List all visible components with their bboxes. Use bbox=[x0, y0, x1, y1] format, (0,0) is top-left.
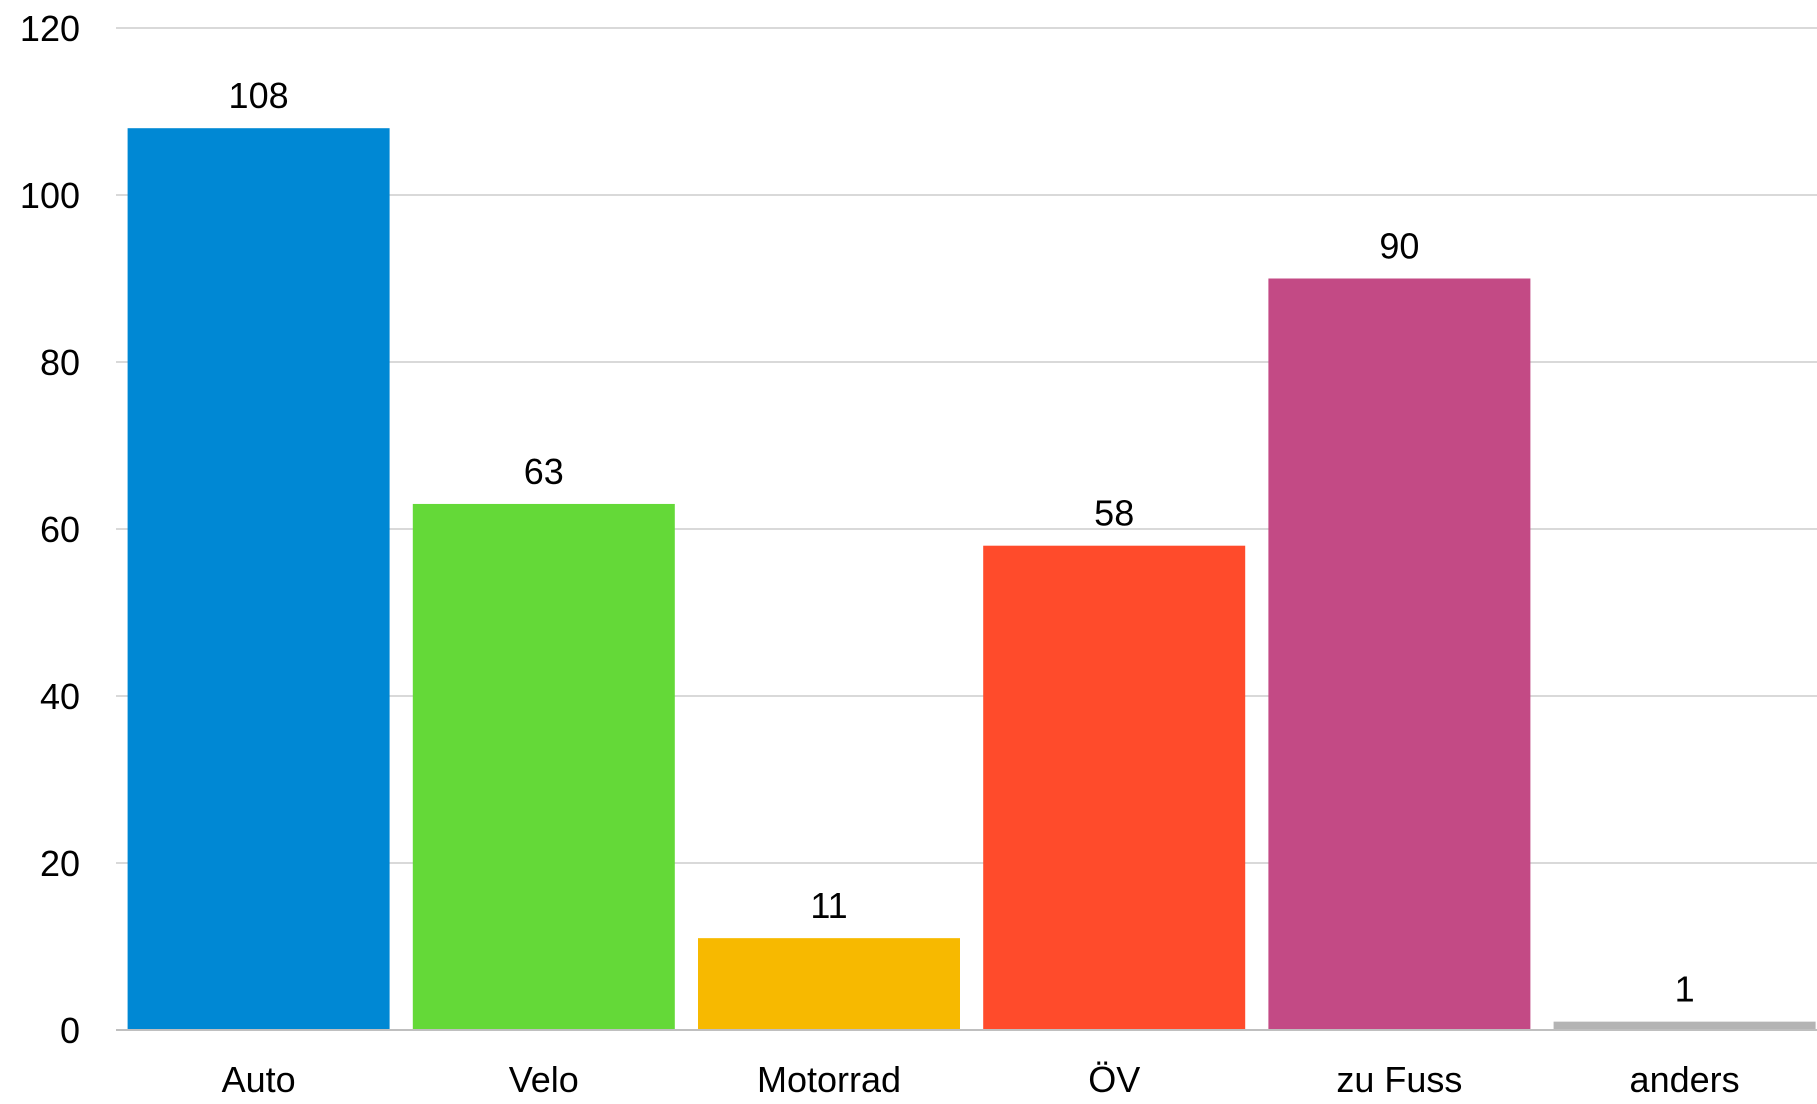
y-tick-label: 120 bbox=[20, 8, 80, 49]
y-tick-label: 100 bbox=[20, 175, 80, 216]
x-category-label: Motorrad bbox=[757, 1059, 901, 1099]
bars bbox=[127, 128, 1816, 1030]
bar-zu-fuss bbox=[1268, 278, 1531, 1030]
bar-anders bbox=[1553, 1021, 1816, 1030]
bar-motorrad bbox=[698, 938, 960, 1030]
y-tick-label: 40 bbox=[40, 676, 80, 717]
data-label: 11 bbox=[810, 885, 847, 926]
y-tick-label: 60 bbox=[40, 509, 80, 550]
bar-velo bbox=[412, 503, 675, 1030]
data-label: 58 bbox=[1094, 493, 1134, 534]
data-label: 108 bbox=[229, 75, 289, 116]
y-tick-label: 80 bbox=[40, 342, 80, 383]
y-tick-label: 20 bbox=[40, 843, 80, 884]
data-labels: 108 63 11 58 90 1 bbox=[229, 75, 1695, 1009]
x-axis-categories: Auto Velo Motorrad ÖV zu Fuss anders bbox=[222, 1059, 1740, 1100]
bar-auto bbox=[127, 128, 390, 1030]
y-axis-ticks: 0 20 40 60 80 100 120 bbox=[20, 8, 80, 1051]
data-label: 90 bbox=[1379, 226, 1419, 267]
x-category-label: Auto bbox=[222, 1059, 296, 1099]
x-category-label: anders bbox=[1630, 1059, 1740, 1099]
y-tick-label: 0 bbox=[60, 1010, 80, 1051]
x-category-label: zu Fuss bbox=[1336, 1059, 1462, 1099]
x-category-label: ÖV bbox=[1088, 1059, 1140, 1099]
data-label: 1 bbox=[1675, 969, 1695, 1010]
data-label: 63 bbox=[524, 451, 564, 492]
bar-öv bbox=[983, 545, 1246, 1030]
x-category-label: Velo bbox=[509, 1059, 579, 1099]
gridlines bbox=[116, 27, 1817, 864]
